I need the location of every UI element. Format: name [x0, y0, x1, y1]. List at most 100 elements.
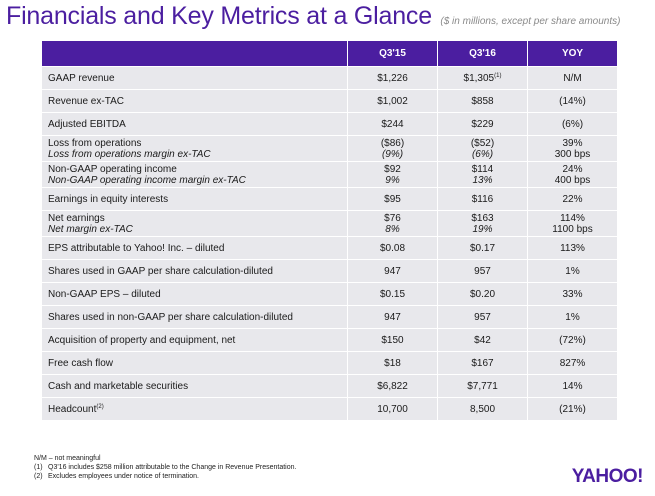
- footnote-2: (2) Excludes employees under notice of te…: [34, 472, 296, 481]
- row-sublabel: Net margin ex-TAC: [48, 223, 133, 235]
- q3-15-value: ($86): [380, 137, 405, 149]
- row-label-line: GAAP revenue: [48, 73, 341, 84]
- q3-16-cell: $163 19%: [437, 210, 528, 237]
- q3-16-value: 957: [474, 311, 491, 323]
- yahoo-logo: YAHOO!: [571, 466, 644, 487]
- row-label-line: Shares used in non-GAAP per share calcul…: [48, 312, 341, 323]
- row-label-line: Earnings in equity interests: [48, 194, 341, 205]
- q3-15-value: $18: [384, 357, 401, 369]
- row-label-cell: Shares used in GAAP per share calculatio…: [41, 259, 348, 283]
- yoy-cell: 1%: [527, 259, 618, 283]
- yoy-value: (14%): [559, 95, 586, 107]
- table-row: Net earnings Net margin ex-TAC $76 8% $163 19…: [41, 210, 618, 237]
- slide-title: Financials and Key Metrics at a Glance (…: [6, 2, 620, 31]
- q3-16-line: $0.20: [440, 289, 525, 300]
- yoy-bps: 300 bps: [554, 148, 591, 160]
- header-yoy: YOY: [527, 40, 618, 67]
- q3-16-value: $163: [471, 212, 494, 224]
- yoy-cell: 827%: [527, 351, 618, 375]
- q3-16-cell: 957: [437, 259, 528, 283]
- q3-15-cell: $150: [347, 328, 438, 352]
- q3-16-line: 957: [440, 312, 525, 323]
- q3-15-value: $244: [381, 118, 404, 130]
- table-body: GAAP revenue $1,226 $1,305(1) N/M Revenue ex…: [41, 66, 618, 421]
- footnote-nm: N/M – not meaningful: [34, 455, 101, 462]
- row-label-line: Revenue ex-TAC: [48, 96, 341, 107]
- row-label: Adjusted EBITDA: [48, 118, 126, 130]
- q3-16-cell: $116: [437, 187, 528, 211]
- q3-16-line: $114: [440, 164, 525, 175]
- row-label-cell: Net earnings Net margin ex-TAC: [41, 210, 348, 237]
- q3-15-value: $76: [384, 212, 401, 224]
- q3-15-margin: (9%): [381, 148, 404, 160]
- table-row: Earnings in equity interests $95 $116 22%: [41, 187, 618, 211]
- q3-16-value: $114: [471, 163, 494, 175]
- q3-16-margin: 19%: [472, 223, 493, 235]
- q3-15-cell: $92 9%: [347, 161, 438, 188]
- q3-15-margin: 9%: [385, 174, 400, 186]
- q3-16-value: $116: [471, 193, 494, 205]
- q3-16-value: $7,771: [467, 380, 498, 392]
- yoy-cell: 24% 400 bps: [527, 161, 618, 188]
- q3-15-cell: $95: [347, 187, 438, 211]
- yoy-value: 827%: [559, 357, 586, 369]
- q3-16-value: ($52): [470, 137, 495, 149]
- q3-16-line: $167: [440, 358, 525, 369]
- yoy-cell: 33%: [527, 282, 618, 306]
- row-label-line: Acquisition of property and equipment, n…: [48, 335, 341, 346]
- row-label-line: Shares used in GAAP per share calculatio…: [48, 266, 341, 277]
- row-label-line: Net earnings: [48, 213, 341, 224]
- row-label-cell: GAAP revenue: [41, 66, 348, 90]
- yoy-value: 39%: [562, 137, 583, 149]
- page-subtitle: ($ in millions, except per share amounts…: [440, 16, 621, 27]
- yoy-cell: 113%: [527, 236, 618, 260]
- yoy-cell: 1%: [527, 305, 618, 329]
- row-label-cell: EPS attributable to Yahoo! Inc. – dilute…: [41, 236, 348, 260]
- yoy-value: (21%): [559, 403, 586, 415]
- row-label-line: Non-GAAP EPS – diluted: [48, 289, 341, 300]
- yoy-value: 33%: [562, 288, 583, 300]
- table-row: Free cash flow $18 $167 827%: [41, 351, 618, 375]
- q3-16-cell: 957: [437, 305, 528, 329]
- row-label: Net earnings: [48, 212, 105, 224]
- q3-15-value: 947: [384, 311, 401, 323]
- q3-16-value: 957: [474, 265, 491, 277]
- q3-15-cell: $76 8%: [347, 210, 438, 237]
- q3-15-value: $1,226: [377, 72, 408, 84]
- q3-16-cell: $167: [437, 351, 528, 375]
- q3-15-cell: $6,822: [347, 374, 438, 398]
- row-label: GAAP revenue: [48, 72, 115, 84]
- yoy-bps: 1100 bps: [552, 223, 593, 235]
- q3-16-line: ($52): [440, 138, 525, 149]
- page-title: Financials and Key Metrics at a Glance: [6, 2, 432, 30]
- row-label-cell: Acquisition of property and equipment, n…: [41, 328, 348, 352]
- header-q3-16: Q3'16: [437, 40, 528, 67]
- q3-16-cell: $7,771: [437, 374, 528, 398]
- row-label: EPS attributable to Yahoo! Inc. – dilute…: [48, 242, 225, 254]
- table-row: EPS attributable to Yahoo! Inc. – dilute…: [41, 236, 618, 260]
- yoy-cell: 114% 1100 bps: [527, 210, 618, 237]
- yoy-value: 1%: [565, 265, 580, 277]
- row-sublabel: Loss from operations margin ex-TAC: [48, 148, 211, 160]
- q3-16-value: $858: [471, 95, 494, 107]
- q3-16-cell: ($52) (6%): [437, 135, 528, 162]
- row-label: Shares used in GAAP per share calculatio…: [48, 265, 273, 277]
- q3-16-cell: $858: [437, 89, 528, 113]
- row-label-line: Non-GAAP operating income: [48, 164, 341, 175]
- q3-16-value: 8,500: [469, 403, 496, 415]
- q3-15-cell: $1,002: [347, 89, 438, 113]
- table-row: Cash and marketable securities $6,822 $7,7…: [41, 374, 618, 398]
- row-label-cell: Cash and marketable securities: [41, 374, 348, 398]
- q3-15-cell: $18: [347, 351, 438, 375]
- row-label: Acquisition of property and equipment, n…: [48, 334, 236, 346]
- q3-16-cell: $42: [437, 328, 528, 352]
- footnotes: N/M – not meaningful (1) Q3'16 includes $…: [34, 454, 296, 481]
- row-label-line: Loss from operations: [48, 138, 341, 149]
- q3-16-cell: 8,500: [437, 397, 528, 421]
- q3-15-value: 10,700: [377, 403, 408, 415]
- row-label-cell: Loss from operations Loss from operations…: [41, 135, 348, 162]
- row-label-line: Cash and marketable securities: [48, 381, 341, 392]
- table-row: GAAP revenue $1,226 $1,305(1) N/M: [41, 66, 618, 90]
- row-label: Revenue ex-TAC: [48, 95, 124, 107]
- q3-15-cell: $0.15: [347, 282, 438, 306]
